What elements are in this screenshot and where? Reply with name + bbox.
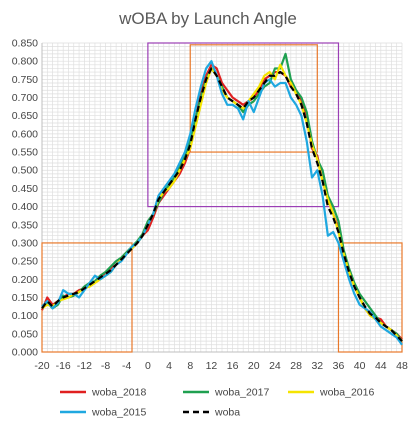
x-tick-label: -12 (77, 360, 92, 372)
x-tick-label: 28 (290, 360, 302, 372)
y-tick-label: 0.200 (12, 274, 38, 286)
x-tick-label: 32 (311, 360, 323, 372)
legend: woba_2018 woba_2017 woba_2016 woba_2015 woba (60, 387, 374, 419)
y-axis-ticks: 0.000 0.050 0.100 0.150 0.200 0.250 0.300 0.350… (12, 38, 38, 359)
legend-label: woba_2017 (214, 387, 269, 399)
y-tick-label: 0.800 (12, 56, 38, 68)
x-tick-label: 16 (227, 360, 239, 372)
y-tick-label: 0.250 (12, 256, 38, 268)
y-tick-label: 0.850 (12, 38, 38, 50)
x-tick-label: -16 (56, 360, 71, 372)
y-tick-label: 0.350 (12, 219, 38, 231)
y-tick-label: 0.400 (12, 201, 38, 213)
y-tick-label: 0.500 (12, 165, 38, 177)
legend-label: woba_2018 (91, 387, 146, 399)
gridlines (41, 42, 403, 353)
x-tick-label: -4 (122, 360, 131, 372)
x-tick-label: 24 (269, 360, 281, 372)
highlight-box (189, 44, 318, 153)
highlight-box (147, 42, 340, 208)
y-tick-label: 0.100 (12, 310, 38, 322)
y-tick-label: 0.750 (12, 74, 38, 86)
y-tick-label: 0.650 (12, 110, 38, 122)
x-tick-label: 8 (187, 360, 193, 372)
y-tick-label: 0.000 (12, 347, 38, 359)
x-tick-label: 36 (333, 360, 345, 372)
x-tick-label: -8 (101, 360, 110, 372)
series-line-woba-2015 (41, 60, 403, 346)
y-tick-label: 0.050 (12, 328, 38, 340)
highlight-box (41, 242, 133, 353)
series-line-woba (41, 67, 403, 342)
y-tick-label: 0.150 (12, 292, 38, 304)
y-tick-label: 0.450 (12, 183, 38, 195)
y-tick-label: 0.550 (12, 147, 38, 159)
y-tick-label: 0.600 (12, 128, 38, 140)
x-tick-label: 48 (396, 360, 408, 372)
x-tick-label: -20 (34, 360, 49, 372)
legend-label: woba_2016 (319, 387, 374, 399)
x-tick-label: 20 (248, 360, 260, 372)
y-tick-label: 0.700 (12, 92, 38, 104)
x-tick-label: 44 (375, 360, 387, 372)
x-tick-label: 40 (354, 360, 366, 372)
series-lines (40, 52, 403, 346)
x-tick-label: 4 (166, 360, 172, 372)
chart-title: wOBA by Launch Angle (118, 9, 297, 28)
y-tick-label: 0.300 (12, 237, 38, 249)
x-tick-label: 12 (206, 360, 218, 372)
x-tick-label: 0 (145, 360, 151, 372)
legend-label: woba_2015 (91, 407, 146, 419)
highlight-boxes (41, 42, 403, 353)
series-line-woba-2017 (41, 52, 403, 342)
x-axis-ticks: -20 -16 -12 -8 -4 0 4 8 12 16 20 24 28 32 36 40 44 48 (34, 360, 408, 372)
highlight-box (337, 242, 403, 353)
legend-label: woba (214, 407, 240, 419)
